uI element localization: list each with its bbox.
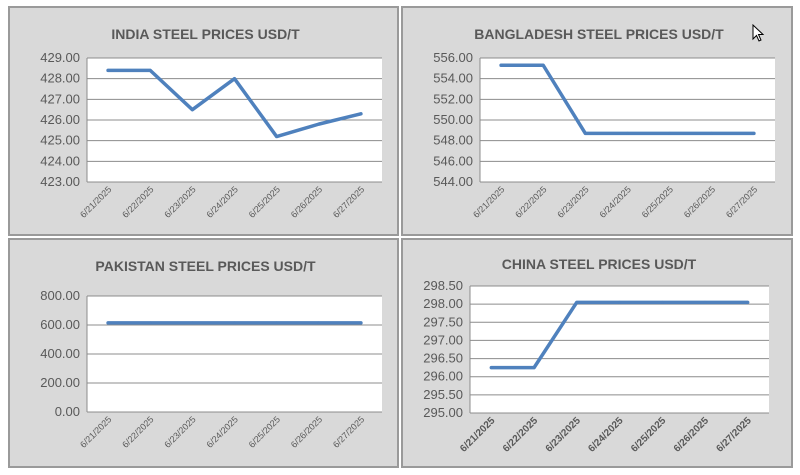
data-point [317, 122, 321, 126]
y-tick-label: 600.00 [40, 317, 80, 332]
x-tick-label: 6/23/2025 [544, 415, 584, 455]
chart-title: INDIA STEEL PRICES USD/T [111, 26, 300, 42]
x-tick-label: 6/22/2025 [501, 415, 541, 455]
y-tick-label: 200.00 [40, 375, 80, 390]
y-tick-label: 297.50 [423, 314, 463, 329]
x-tick-label: 6/25/2025 [629, 415, 669, 455]
data-point [148, 68, 152, 72]
y-tick-label: 425.00 [40, 133, 80, 148]
x-tick-label: 6/23/2025 [162, 414, 197, 449]
x-tick-label: 6/21/2025 [78, 414, 113, 449]
data-point [618, 300, 621, 304]
y-tick-label: 552.00 [433, 91, 473, 106]
chart-panel-china: CHINA STEEL PRICES USD/T 295.00 295.50 296.… [401, 238, 793, 468]
y-tick-label: 550.00 [433, 112, 473, 127]
x-tick-label: 6/24/2025 [586, 415, 626, 455]
chart-pakistan: PAKISTAN STEEL PRICES USD/T 0.00 200.00 400… [40, 258, 382, 450]
x-tick-label: 6/23/2025 [162, 184, 197, 219]
x-tick-label: 6/27/2025 [724, 184, 759, 219]
data-point [317, 321, 321, 325]
data-point [233, 77, 236, 81]
y-tick-label: 297.00 [423, 332, 463, 347]
y-tick-label: 548.00 [433, 133, 473, 148]
data-point [190, 321, 194, 325]
data-point [583, 131, 587, 135]
y-tick-label: 295.50 [423, 387, 463, 402]
x-tick-label: 6/26/2025 [289, 184, 324, 219]
x-tick-label: 6/24/2025 [598, 184, 633, 219]
data-point [499, 63, 503, 67]
x-tick-label: 6/26/2025 [682, 184, 717, 219]
y-tick-label: 424.00 [40, 153, 80, 168]
x-tick-label: 6/26/2025 [289, 414, 324, 449]
x-tick-label: 6/26/2025 [672, 415, 712, 455]
chart-title: CHINA STEEL PRICES USD/T [502, 256, 697, 272]
y-tick-label: 296.50 [423, 351, 463, 366]
y-tick-label: 298.50 [423, 278, 463, 293]
x-tick-label: 6/25/2025 [247, 414, 282, 449]
chart-india: INDIA STEEL PRICES USD/T 423.00 424.00 425.… [40, 26, 382, 220]
data-point [710, 131, 714, 135]
x-tick-label: 6/27/2025 [331, 184, 366, 219]
data-point [746, 300, 750, 304]
data-point [668, 131, 672, 135]
y-tick-label: 428.00 [40, 71, 80, 86]
y-tick-label: 429.00 [40, 50, 80, 65]
y-tick-label: 298.00 [423, 296, 463, 311]
data-point [489, 366, 493, 370]
y-tick-label: 546.00 [433, 153, 473, 168]
data-point [703, 300, 707, 304]
chart-bangladesh: BANGLADESH STEEL PRICES USD/T 544.00 546.0… [433, 26, 775, 220]
data-point [532, 366, 536, 370]
data-point [233, 321, 236, 325]
x-tick-label: 6/21/2025 [471, 184, 506, 219]
chart-title: BANGLADESH STEEL PRICES USD/T [474, 26, 724, 42]
data-point [148, 321, 152, 325]
chart-panel-pakistan: PAKISTAN STEEL PRICES USD/T 0.00 200.00 400… [8, 238, 399, 468]
mouse-cursor-icon [752, 24, 765, 42]
x-tick-label: 6/21/2025 [458, 415, 498, 455]
y-tick-label: 426.00 [40, 112, 80, 127]
x-tick-label: 6/27/2025 [331, 414, 366, 449]
data-point [275, 135, 279, 139]
x-tick-label: 6/21/2025 [78, 184, 113, 219]
data-point [359, 112, 363, 116]
y-tick-label: 556.00 [433, 50, 473, 65]
x-tick-label: 6/24/2025 [205, 184, 240, 219]
y-tick-label: 800.00 [40, 288, 80, 303]
x-tick-label: 6/25/2025 [247, 184, 282, 219]
y-tick-label: 423.00 [40, 174, 80, 189]
x-tick-label: 6/23/2025 [555, 184, 590, 219]
data-point [275, 321, 279, 325]
y-tick-label: 544.00 [433, 174, 473, 189]
x-tick-label: 6/22/2025 [120, 414, 155, 449]
y-tick-label: 400.00 [40, 346, 80, 361]
x-tick-label: 6/22/2025 [120, 184, 155, 219]
x-tick-label: 6/25/2025 [640, 184, 675, 219]
y-tick-label: 0.00 [55, 404, 80, 419]
y-tick-label: 554.00 [433, 71, 473, 86]
data-point [752, 131, 756, 135]
data-point [575, 300, 579, 304]
data-point [660, 300, 664, 304]
chart-panel-bangladesh: BANGLADESH STEEL PRICES USD/T 544.00 546.0… [401, 6, 793, 236]
y-tick-label: 296.00 [423, 369, 463, 384]
x-tick-label: 6/22/2025 [513, 184, 548, 219]
plot-area [470, 286, 769, 413]
x-tick-label: 6/24/2025 [205, 414, 240, 449]
y-tick-label: 427.00 [40, 91, 80, 106]
data-point [190, 108, 194, 112]
data-point [541, 63, 545, 67]
data-point [106, 68, 110, 72]
x-tick-label: 6/27/2025 [715, 415, 755, 455]
chart-panel-india: INDIA STEEL PRICES USD/T 423.00 424.00 425.… [8, 6, 399, 236]
chart-china: CHINA STEEL PRICES USD/T 295.00 295.50 296.… [423, 256, 769, 455]
y-tick-label: 295.00 [423, 405, 463, 420]
data-point [626, 131, 629, 135]
data-point [106, 321, 110, 325]
chart-title: PAKISTAN STEEL PRICES USD/T [95, 258, 316, 274]
data-point [359, 321, 363, 325]
